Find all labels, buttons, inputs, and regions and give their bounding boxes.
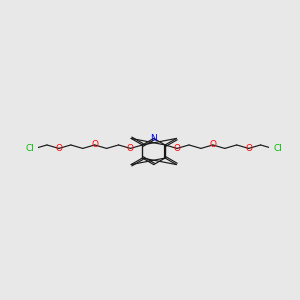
Text: O: O [127,144,134,153]
Text: O: O [91,140,98,149]
Text: O: O [209,140,216,149]
Text: O: O [245,144,252,153]
Text: Cl: Cl [25,144,34,153]
Text: N: N [150,134,157,143]
Text: Cl: Cl [274,144,282,153]
Text: O: O [56,144,62,153]
Text: O: O [173,144,181,153]
